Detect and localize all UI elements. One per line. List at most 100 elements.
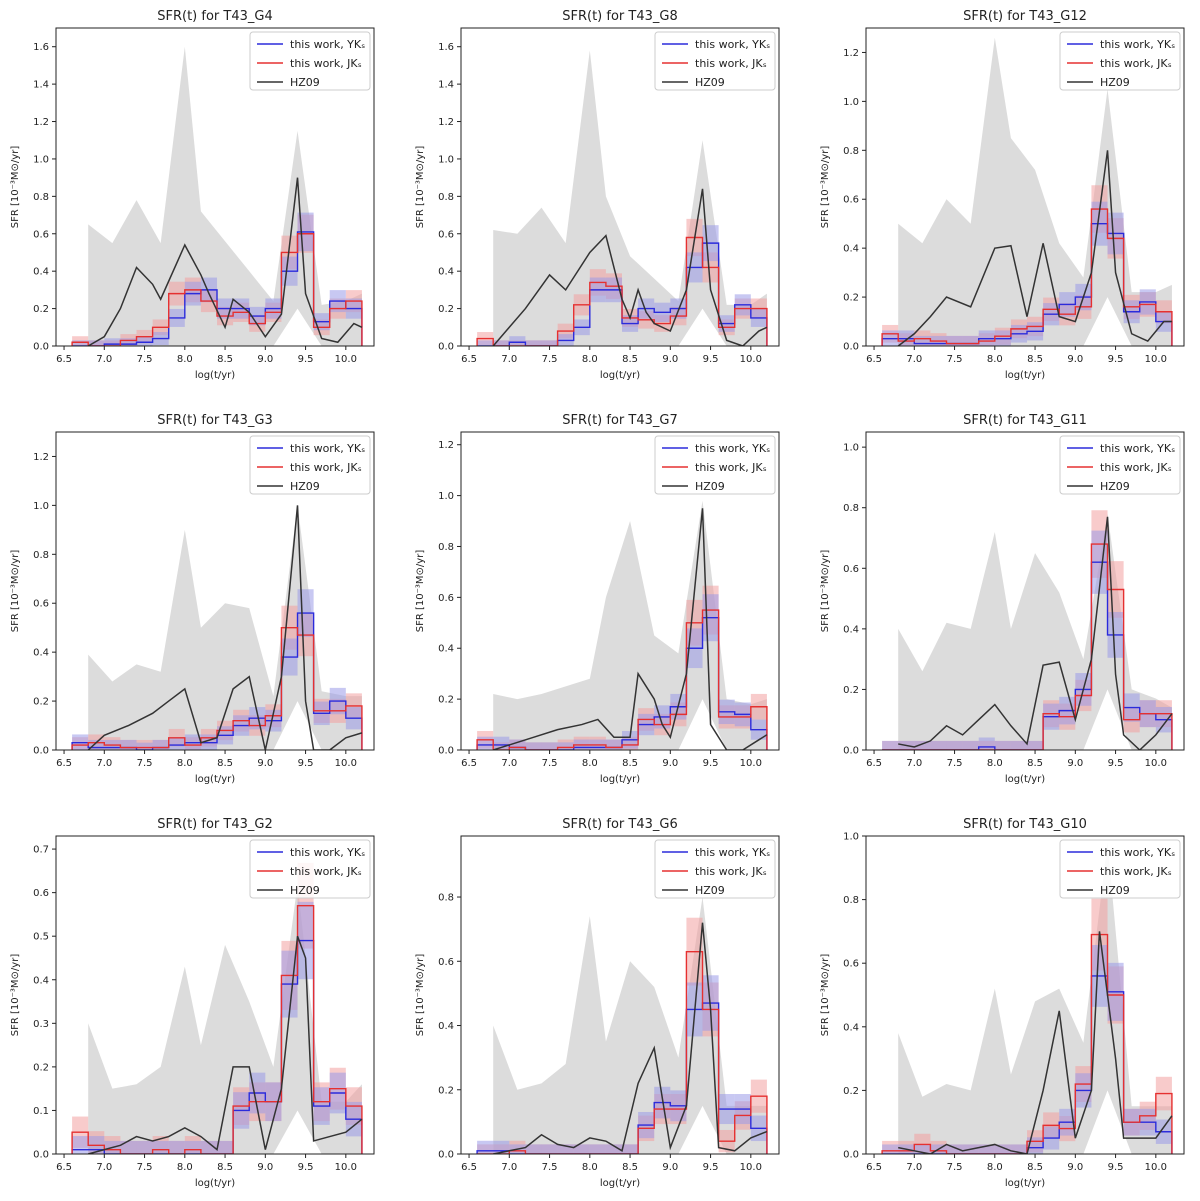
jk-step-line <box>71 905 363 1154</box>
yk-band-bin <box>622 1144 639 1154</box>
yk-band-bin <box>136 742 153 750</box>
yk-band-bin <box>168 1140 185 1154</box>
y-tick-label: 1.0 <box>843 97 859 108</box>
yk-band-bin <box>477 736 494 750</box>
x-tick-label: 9.5 <box>703 1162 719 1173</box>
yk-band-bin <box>994 1144 1011 1154</box>
axes-frame <box>55 27 375 347</box>
yk-band-bin <box>200 1140 218 1154</box>
yk-band-bin <box>882 740 899 750</box>
legend-label-hz: HZ09 <box>1100 884 1130 897</box>
yk-band-bin <box>978 1144 995 1154</box>
yk-band-bin <box>914 1144 931 1154</box>
y-axis-label: SFR [10⁻³M⊙/yr] <box>10 954 21 1037</box>
y-tick-label: 0.4 <box>33 267 49 278</box>
y-tick-label: 0.6 <box>843 195 859 206</box>
y-tick-label: 1.4 <box>438 80 454 91</box>
yk-band-bin <box>557 742 574 750</box>
yk-band-bin <box>573 1144 590 1154</box>
y-tick-label: 0.2 <box>843 685 859 696</box>
x-axis-label: log(t/yr) <box>600 370 640 381</box>
panel-8: 6.5 7.0 7.5 8.0 8.5 9.0 9.5 10.0 0.0 0.2 0.4 0.6 0.8… <box>415 817 780 1189</box>
legend-label-jk: this work, JKₛ <box>290 57 362 70</box>
y-axis-label: SFR [10⁻³M⊙/yr] <box>10 550 21 633</box>
x-tick-label: 9.0 <box>257 758 273 769</box>
panel-title: SFR(t) for T43_G7 <box>562 413 677 428</box>
panel-title: SFR(t) for T43_G6 <box>562 817 677 832</box>
y-tick-label: 1.6 <box>438 42 454 53</box>
yk-band-bin <box>541 1144 558 1154</box>
legend-label-hz: HZ09 <box>1100 76 1130 89</box>
y-tick-label: 1.2 <box>438 117 454 128</box>
panel-title: SFR(t) for T43_G8 <box>562 9 677 24</box>
x-tick-label: 7.5 <box>137 758 153 769</box>
y-tick-label: 0.6 <box>438 593 454 604</box>
y-tick-label: 0.0 <box>843 342 859 353</box>
x-tick-label: 7.5 <box>542 354 558 365</box>
x-tick-label: 7.0 <box>501 1162 517 1173</box>
legend-label-hz: HZ09 <box>695 884 725 897</box>
panel-title: SFR(t) for T43_G2 <box>157 817 272 832</box>
x-axis-label: log(t/yr) <box>1005 370 1045 381</box>
y-tick-label: 0.4 <box>843 244 859 255</box>
y-tick-label: 1.4 <box>33 80 49 91</box>
x-tick-label: 8.0 <box>177 354 193 365</box>
hz09-line <box>898 931 1173 1154</box>
legend-label-jk: this work, JKₛ <box>695 57 767 70</box>
yk-band-bin <box>509 739 526 750</box>
y-tick-label: 0.0 <box>33 746 49 757</box>
yk-band-bin <box>605 1144 623 1154</box>
panel-1: 6.5 7.0 7.5 8.0 8.5 9.0 9.5 10.0 0.0 0.2 0.4 0.6 0.8… <box>10 9 375 381</box>
y-tick-label: 0.8 <box>33 550 49 561</box>
yk-band-bin <box>152 1140 169 1154</box>
yk-band-bin <box>120 739 137 750</box>
panel-2: 6.5 7.0 7.5 8.0 8.5 9.0 9.5 10.0 0.0 0.2 0.4 0.6 0.8… <box>415 9 780 381</box>
legend-label-jk: this work, JKₛ <box>1100 865 1172 878</box>
x-tick-label: 7.5 <box>137 354 153 365</box>
yk-band-bin <box>962 335 979 346</box>
x-tick-label: 7.5 <box>947 758 963 769</box>
yk-band-bin <box>477 1140 494 1154</box>
x-tick-label: 7.0 <box>96 758 112 769</box>
x-tick-label: 6.5 <box>866 1162 882 1173</box>
legend-label-jk: this work, JKₛ <box>1100 57 1172 70</box>
y-tick-label: 0.2 <box>33 697 49 708</box>
x-tick-label: 6.5 <box>866 758 882 769</box>
y-tick-label: 0.4 <box>33 975 49 986</box>
x-tick-label: 7.0 <box>906 354 922 365</box>
y-tick-label: 0.8 <box>843 895 859 906</box>
legend-label-hz: HZ09 <box>695 480 725 493</box>
plot-area <box>71 862 363 1154</box>
hz09-band <box>88 505 362 750</box>
x-tick-label: 9.5 <box>298 354 314 365</box>
y-tick-label: 0.6 <box>33 599 49 610</box>
x-tick-label: 9.0 <box>662 1162 678 1173</box>
legend-label-yk: this work, YKₛ <box>695 846 770 859</box>
y-tick-label: 0.8 <box>438 192 454 203</box>
legend: this work, YKₛ this work, JKₛ HZ09 <box>249 839 371 899</box>
yk-band-bin <box>493 340 510 346</box>
y-tick-label: 1.0 <box>33 154 49 165</box>
panel-7: 6.5 7.0 7.5 8.0 8.5 9.0 9.5 10.0 0.0 0.1 0.2 0.3 0.4… <box>10 817 375 1189</box>
legend-label-jk: this work, JKₛ <box>290 865 362 878</box>
y-axis-label: SFR [10⁻³M⊙/yr] <box>820 954 831 1037</box>
x-tick-label: 9.0 <box>662 354 678 365</box>
panel-title: SFR(t) for T43_G11 <box>963 413 1087 428</box>
y-tick-label: 0.6 <box>843 564 859 575</box>
x-tick-label: 6.5 <box>866 354 882 365</box>
x-tick-label: 8.5 <box>1027 758 1043 769</box>
x-tick-label: 8.0 <box>177 758 193 769</box>
yk-band-bin <box>882 1144 899 1154</box>
y-tick-label: 0.4 <box>33 648 49 659</box>
yk-band-bin <box>525 1144 542 1154</box>
yk-band-bin <box>120 338 137 346</box>
legend-box <box>1059 31 1181 91</box>
y-tick-label: 0.4 <box>438 1021 454 1032</box>
y-tick-label: 0.2 <box>33 304 49 315</box>
y-tick-label: 0.2 <box>843 293 859 304</box>
hz09-band <box>493 500 767 750</box>
y-tick-label: 0.7 <box>33 845 49 856</box>
panel-4: 6.5 7.0 7.5 8.0 8.5 9.0 9.5 10.0 0.0 0.2 0.4 0.6 0.8… <box>10 413 375 785</box>
jk-step-line <box>71 626 363 750</box>
